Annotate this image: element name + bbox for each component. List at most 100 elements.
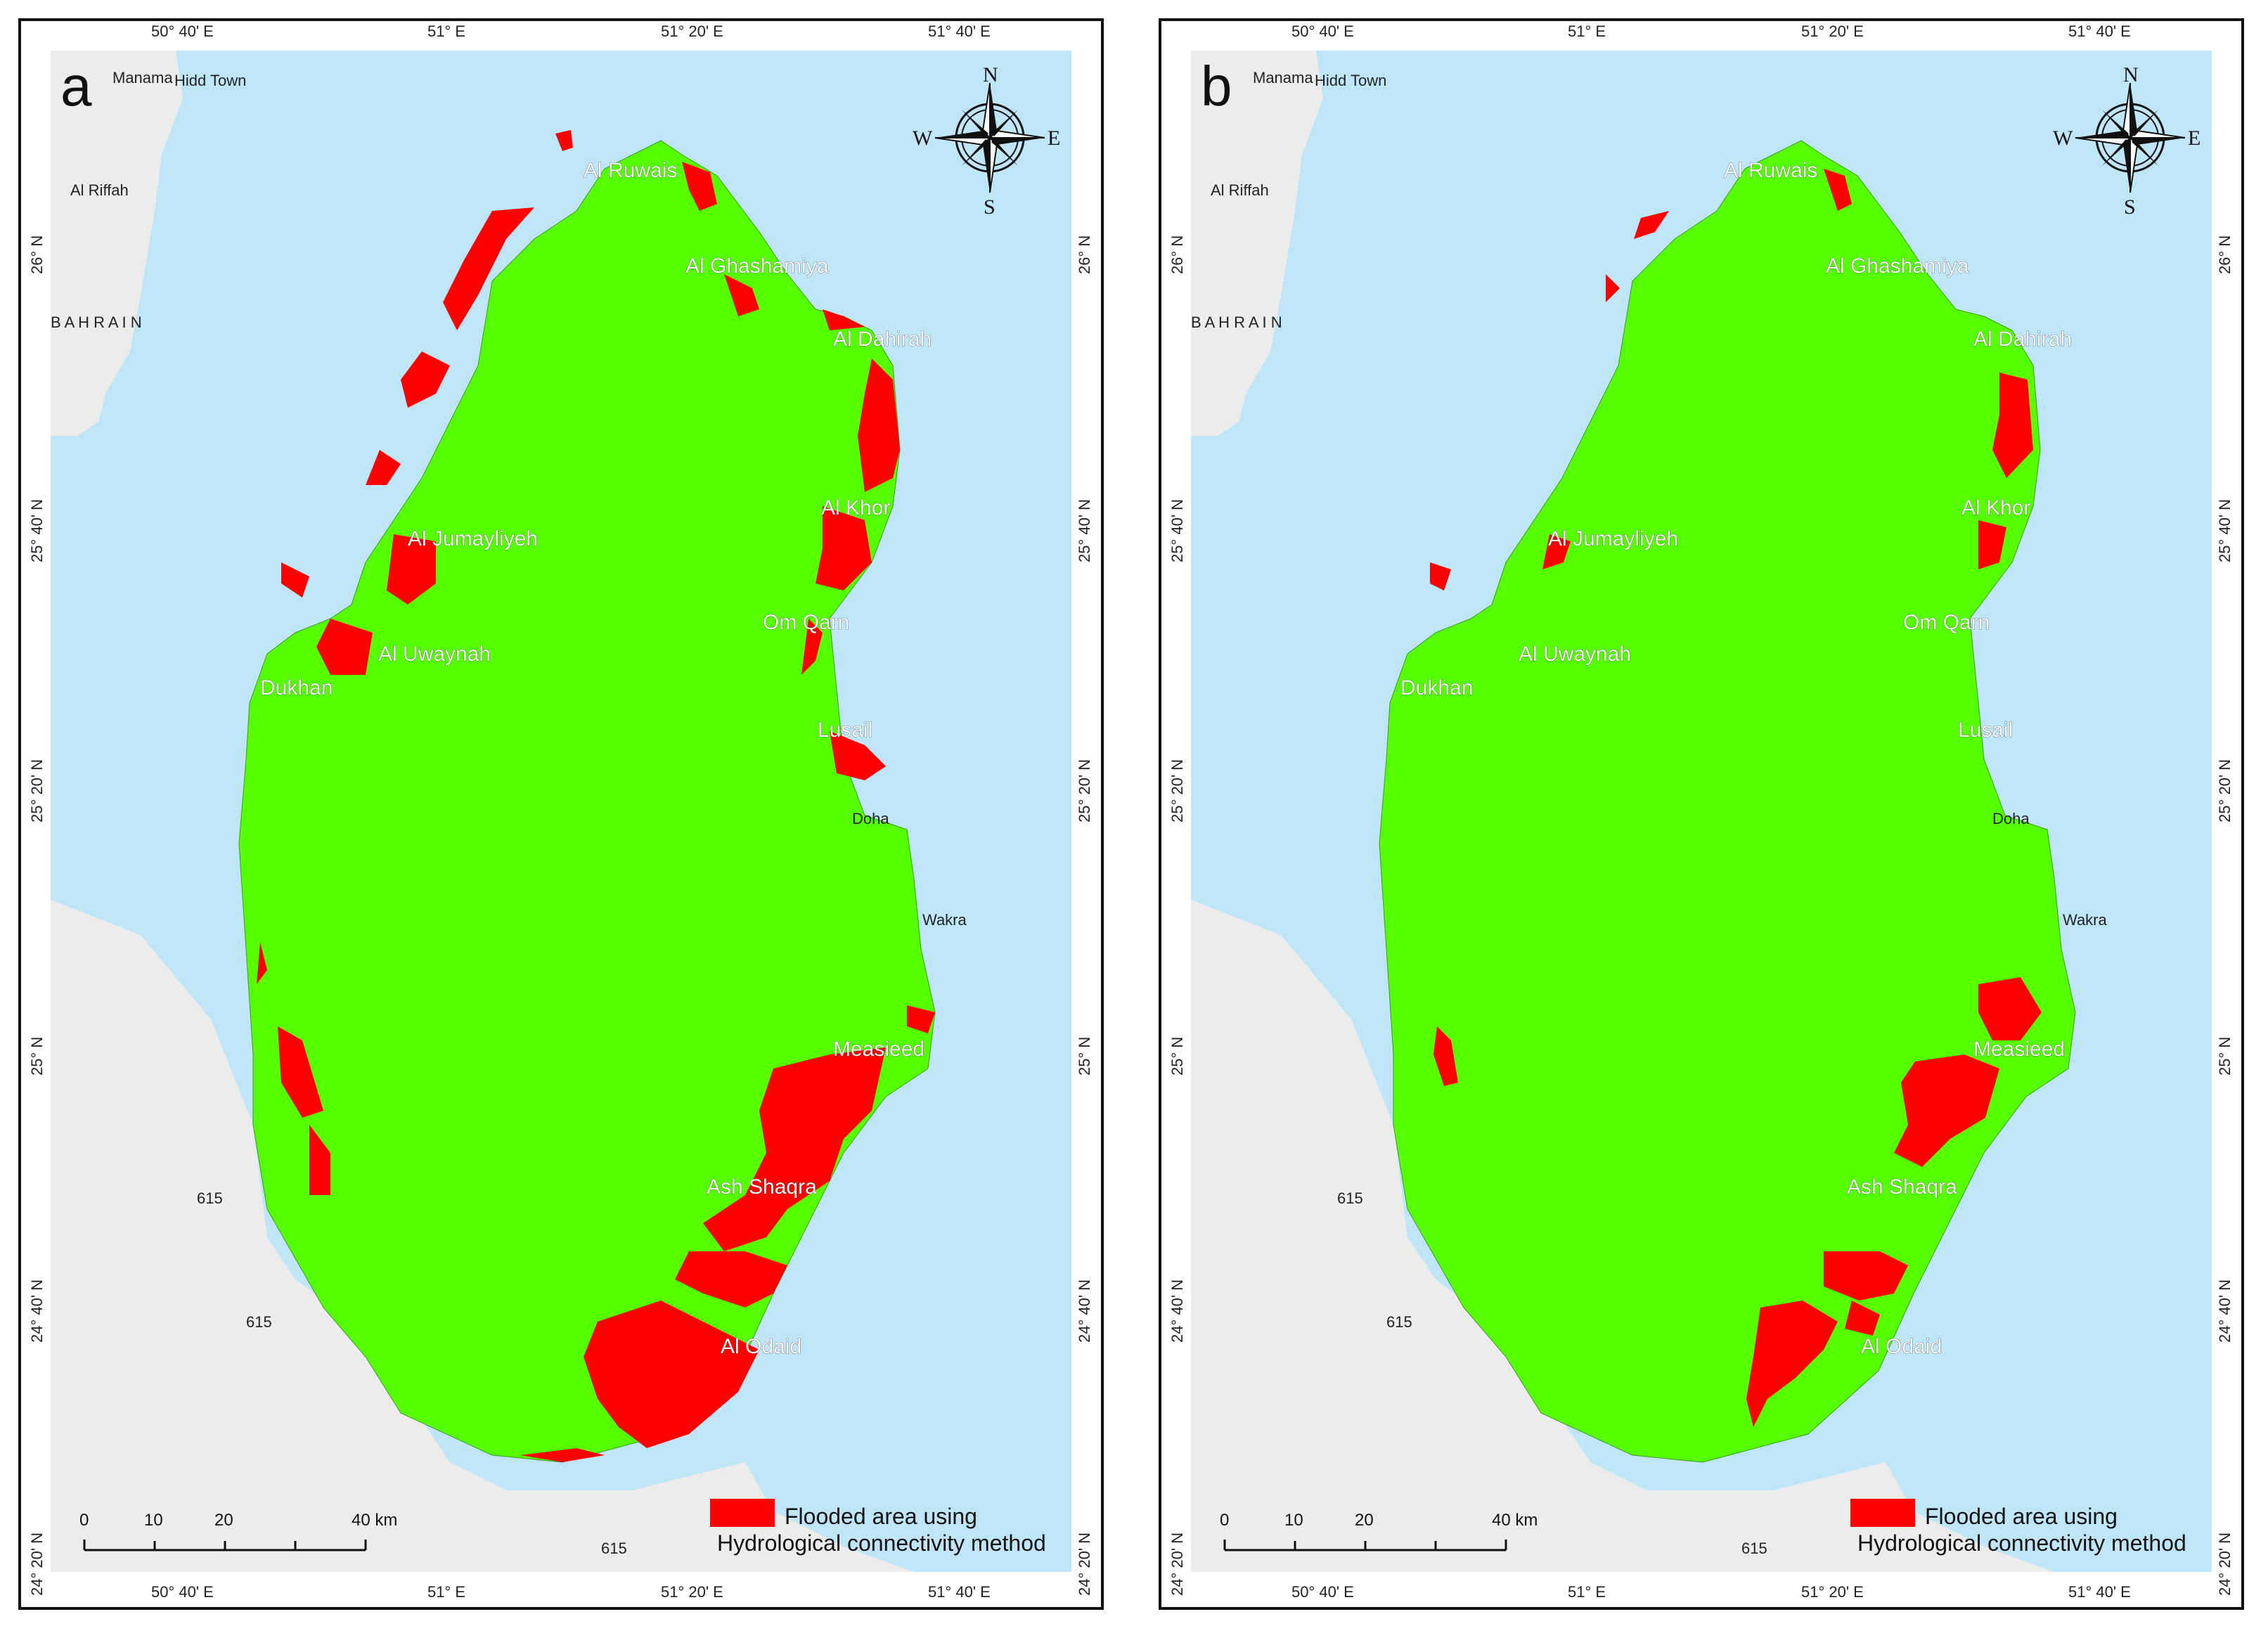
label-road-615-c: 615 [601,1540,627,1557]
right-label: 24° 40' N [1076,1279,1093,1343]
label-al-riffah: Al Riffah [70,181,129,199]
bottom-label: 50° 40' E [151,1583,214,1601]
compass-s: S [984,195,996,219]
label-al-khor: Al Khor [1961,496,2030,520]
label-bahrain: B A H R A I N [51,314,142,331]
qatar-land [238,140,936,1463]
place-labels: Al Ruwais Al Ghashamiya Al Dahirah Al Kh… [51,69,967,1557]
scale-tick: 40 km [352,1511,397,1530]
label-wakra: Wakra [922,911,967,929]
top-label: 51° 20' E [1801,22,1864,40]
label-road-615-b: 615 [1386,1313,1412,1331]
top-label: 51° 40' E [2068,22,2131,40]
compass-s: S [2124,195,2136,219]
label-road-615: 615 [197,1189,223,1207]
label-road-615-c: 615 [1741,1540,1767,1557]
label-wakra: Wakra [2063,911,2108,929]
bottom-label: 51° 20' E [661,1583,723,1601]
label-al-riffah: Al Riffah [1211,181,1269,199]
label-ash-shaqra: Ash Shaqra [1847,1175,1957,1199]
label-bahrain: B A H R A I N [1191,314,1282,331]
left-label: 24° 20' N [28,1533,46,1596]
legend-line-1: Flooded area using [1925,1504,2118,1529]
map-panel-a: Al Ruwais Al Ghashamiya Al Dahirah Al Kh… [0,0,1119,1626]
label-road-615: 615 [1337,1189,1363,1207]
right-label: 25° 40' N [2216,499,2234,562]
legend-line-2: Hydrological connectivity method [1857,1530,2186,1556]
place-labels: Al Ruwais Al Ghashamiya Al Dahirah Al Kh… [1191,69,2108,1557]
compass-n: N [983,63,998,86]
compass-rose-icon: N S E W [2053,63,2201,219]
scale-tick: 0 [79,1511,89,1530]
bottom-label: 51° 20' E [1801,1583,1864,1601]
scale-bar: 0 10 20 40 km [79,1511,397,1551]
left-label: 25° 40' N [1168,499,1186,562]
label-al-ruwais: Al Ruwais [584,159,677,182]
label-al-ghashamiya: Al Ghashamiya [685,254,829,278]
label-al-jumayliyeh: Al Jumayliyeh [1548,527,1678,550]
right-label: 25° 20' N [1076,759,1093,822]
label-hidd-town: Hidd Town [174,72,246,89]
panel-letter: a [60,55,92,117]
graticule-labels: 50° 40' E 51° E 51° 20' E 51° 40' E 50° … [1168,22,2234,1601]
scale-bar: 0 10 20 40 km [1220,1511,1538,1551]
right-label: 26° N [2216,235,2234,274]
label-road-615-b: 615 [246,1313,272,1331]
right-label: 25° 20' N [2216,759,2234,822]
left-label: 26° N [28,235,46,274]
map-panel-b: Al Ruwais Al Ghashamiya Al Dahirah Al Kh… [1149,0,2268,1626]
bottom-label: 51° E [427,1583,465,1601]
compass-n: N [2123,63,2139,86]
qatar-land [1379,140,2076,1463]
scale-tick: 20 [214,1511,233,1530]
scale-tick: 40 km [1492,1511,1538,1530]
label-measieed: Measieed [833,1038,924,1061]
compass-w: W [913,127,933,150]
left-label: 25° 20' N [28,759,46,822]
label-om-qarn: Om Qarn [763,611,849,634]
panel-letter: b [1201,55,1232,117]
label-al-ghashamiya: Al Ghashamiya [1826,254,1969,278]
saudi-land [51,900,914,1572]
right-label: 25° N [1076,1037,1093,1076]
top-label: 51° E [1568,22,1606,40]
scale-tick: 20 [1355,1511,1374,1530]
label-doha: Doha [852,810,889,827]
label-dukhan: Dukhan [1400,676,1473,699]
label-hidd-town: Hidd Town [1315,72,1386,89]
label-al-odaid: Al Odaid [1861,1335,1942,1358]
label-al-dahirah: Al Dahirah [1973,328,2072,351]
graticule-labels: 50° 40' E 51° E 51° 20' E 51° 40' E 50° … [28,22,1093,1601]
left-label: 25° 20' N [1168,759,1186,822]
left-label: 25° N [1168,1037,1186,1076]
label-manama: Manama [112,69,173,86]
left-label: 24° 40' N [1168,1279,1186,1343]
bahrain-land [51,51,183,436]
label-doha: Doha [1992,810,2030,827]
label-al-khor: Al Khor [821,496,890,520]
legend: Flooded area using Hydrological connecti… [1850,1499,2186,1556]
top-label: 50° 40' E [1291,22,1354,40]
legend-swatch [1850,1499,1915,1527]
label-dukhan: Dukhan [260,676,333,699]
map-svg-b: Al Ruwais Al Ghashamiya Al Dahirah Al Kh… [1159,18,2244,1610]
compass-rose-icon: N S E W [913,63,1060,219]
top-label: 50° 40' E [151,22,214,40]
label-ash-shaqra: Ash Shaqra [707,1175,817,1199]
right-label: 25° 40' N [1076,499,1093,562]
right-label: 26° N [1076,235,1093,274]
label-al-uwaynah: Al Uwaynah [378,643,491,666]
left-label: 24° 20' N [1168,1533,1186,1596]
compass-e: E [1048,127,1060,150]
legend-line-1: Flooded area using [785,1504,977,1529]
bottom-label: 51° 40' E [928,1583,991,1601]
label-al-odaid: Al Odaid [721,1335,801,1358]
top-label: 51° E [427,22,465,40]
legend-swatch [710,1499,775,1527]
label-lusail: Lusail [818,718,872,742]
compass-w: W [2053,127,2073,150]
right-label: 24° 20' N [2216,1533,2234,1596]
flood-areas [1430,169,2042,1427]
map-svg-a: Al Ruwais Al Ghashamiya Al Dahirah Al Kh… [18,18,1104,1610]
right-label: 24° 20' N [1076,1533,1093,1596]
